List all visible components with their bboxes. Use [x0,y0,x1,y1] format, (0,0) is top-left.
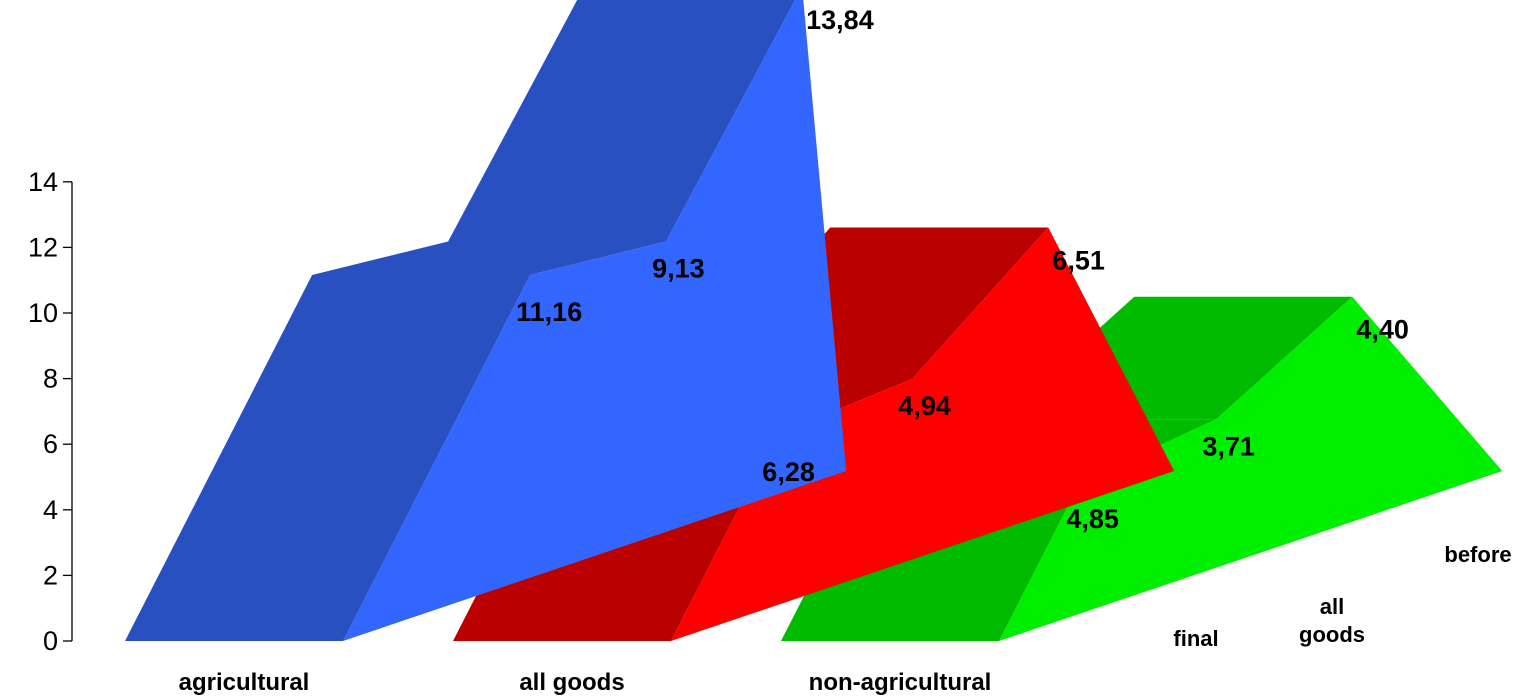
data-label-non-agricultural-all-goods: 3,71 [1202,431,1255,461]
bar-top-back-agricultural [448,0,796,242]
category-label: agricultural [179,669,310,696]
y-axis: 0 2 4 6 8 10 12 14 [28,167,73,656]
data-label-non-agricultural-final: 4,85 [1066,504,1119,534]
series-label: final [1173,626,1218,651]
y-tick-label: 0 [43,626,58,656]
label-group: 4,85 3,71 4,40 non-agricultural 6,28 4,94 6,51… [179,5,1512,696]
y-tick-label: 14 [28,167,58,197]
category-label: non-agricultural [809,669,992,696]
series-label: all [1320,594,1344,619]
series-label: goods [1299,622,1365,647]
bar-side-agricultural [343,0,847,641]
data-label-agricultural-final: 11,16 [516,297,582,327]
bar-side-all goods [671,227,1175,641]
bar-group [125,0,1503,641]
y-tick-label: 6 [43,429,58,459]
bar-top-mid-agricultural [312,241,667,275]
data-label-all goods-all-goods: 4,94 [898,391,951,421]
data-label-agricultural-before: 13,84 [806,5,874,35]
bar-side-non-agricultural [999,296,1503,641]
y-tick-label: 10 [28,298,58,328]
y-tick-label: 4 [43,495,58,525]
data-label-agricultural-all-goods: 9,13 [652,254,705,284]
y-tick-label: 2 [43,560,58,590]
y-tick-label: 8 [43,364,58,394]
data-label-non-agricultural-before: 4,40 [1356,315,1409,345]
data-label-all goods-before: 6,51 [1052,245,1105,275]
bar-front-agricultural [125,275,531,641]
series-label: before [1444,542,1511,567]
category-label: all goods [519,669,624,696]
data-label-all goods-final: 6,28 [762,457,815,487]
y-tick-label: 12 [28,232,58,262]
